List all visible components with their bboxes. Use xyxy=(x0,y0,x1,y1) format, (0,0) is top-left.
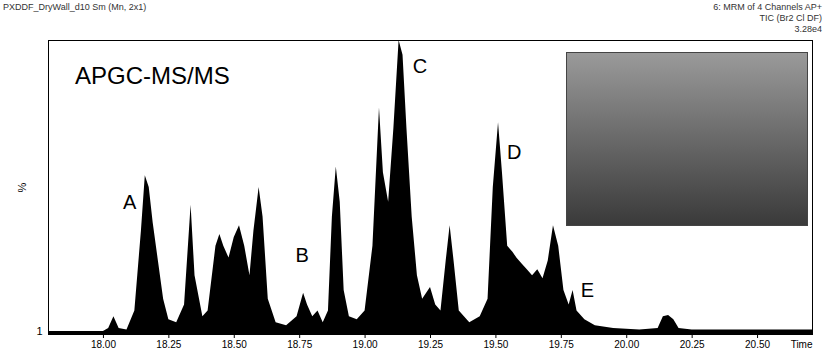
svg-text:18.50: 18.50 xyxy=(222,339,247,350)
svg-text:B: B xyxy=(296,244,309,266)
svg-text:20.00: 20.00 xyxy=(614,339,639,350)
svg-text:19.75: 19.75 xyxy=(549,339,574,350)
svg-text:18.75: 18.75 xyxy=(287,339,312,350)
html-text:APGC-MS/MS: APGC-MS/MS xyxy=(75,62,230,89)
svg-text:20.50: 20.50 xyxy=(745,339,770,350)
svg-text:18.25: 18.25 xyxy=(156,339,181,350)
html-text:PXDDF_DryWall_d10 Sm (Mn, 2x1): PXDDF_DryWall_d10 Sm (Mn, 2x1) xyxy=(3,2,147,12)
svg-text:1: 1 xyxy=(36,325,42,337)
svg-text:C: C xyxy=(413,55,427,77)
svg-text:A: A xyxy=(123,191,137,213)
svg-text:Time: Time xyxy=(791,339,813,350)
svg-text:20.25: 20.25 xyxy=(680,339,705,350)
html-text:6: MRM of 4 Channels AP+: 6: MRM of 4 Channels AP+ xyxy=(713,2,822,12)
svg-text:E: E xyxy=(581,279,594,301)
svg-text:19.25: 19.25 xyxy=(418,339,443,350)
svg-text:D: D xyxy=(507,141,521,163)
svg-text:%: % xyxy=(16,182,28,192)
svg-text:19.50: 19.50 xyxy=(483,339,508,350)
html-text:TIC (Br2 Cl DF): TIC (Br2 Cl DF) xyxy=(759,13,822,23)
svg-text:19.00: 19.00 xyxy=(353,339,378,350)
html-text:3.28e4: 3.28e4 xyxy=(794,24,822,34)
svg-text:18.00: 18.00 xyxy=(91,339,116,350)
